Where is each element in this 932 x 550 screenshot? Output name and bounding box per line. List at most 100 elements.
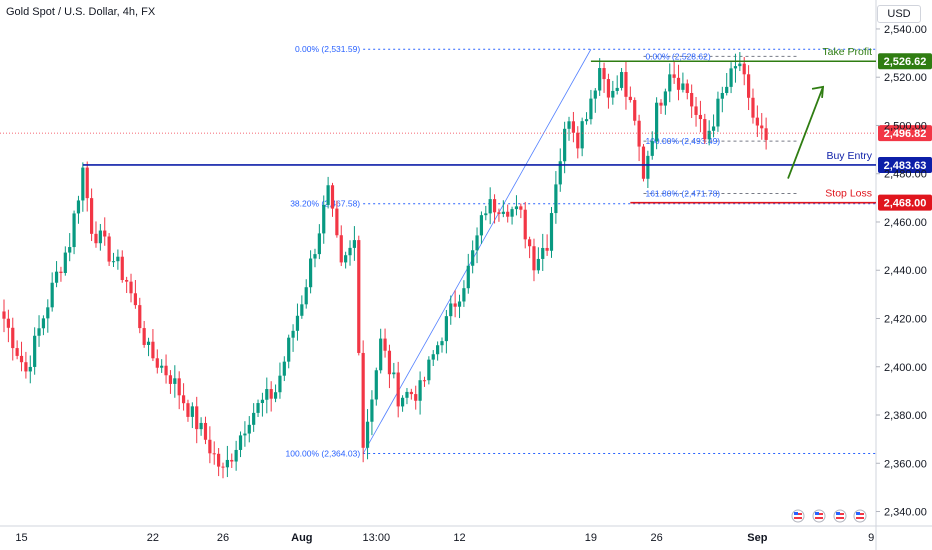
time-tick-label: 22 <box>147 532 159 544</box>
candle-body <box>59 271 63 273</box>
entry-price-badge <box>878 156 932 173</box>
candle-body <box>138 305 142 329</box>
candle-body <box>523 209 527 240</box>
candle-body <box>142 328 146 345</box>
price-tick-label: 2,380.00 <box>884 410 927 422</box>
candle-body <box>576 132 580 149</box>
candle-body <box>15 348 19 356</box>
candle-body <box>462 288 466 302</box>
candle-body <box>173 378 177 384</box>
candle-body <box>422 380 427 382</box>
candle-body <box>549 213 554 251</box>
candle-body <box>471 250 475 266</box>
candlesticks <box>2 52 768 479</box>
candle-body <box>414 394 418 401</box>
candle-body <box>528 239 532 247</box>
time-tick-label: 26 <box>650 532 662 544</box>
candle-body <box>716 98 720 127</box>
candle-body <box>725 86 729 93</box>
target-arrow-shaft <box>787 86 824 179</box>
candle-body <box>681 83 685 90</box>
candle-body <box>619 72 624 88</box>
currency-button[interactable]: USD <box>877 5 921 23</box>
candle-body <box>396 372 400 407</box>
candle-body <box>125 280 129 282</box>
candle-body <box>252 412 256 425</box>
candle-body <box>760 125 764 129</box>
candle-body <box>751 97 755 118</box>
candle-body <box>729 68 733 87</box>
tp-price-badge-label: 2,526.62 <box>884 56 927 68</box>
candle-body <box>225 459 229 468</box>
candle-body <box>63 252 67 273</box>
candle-body <box>755 117 759 126</box>
candle-body <box>431 354 435 360</box>
candle-body <box>234 449 238 462</box>
candle-body <box>738 63 742 67</box>
price-tick-label: 2,340.00 <box>884 507 927 519</box>
price-tick-label: 2,520.00 <box>884 72 927 84</box>
time-tick-label: 15 <box>15 532 27 544</box>
candle-body <box>611 90 615 98</box>
candle-body <box>668 74 672 92</box>
price-axis[interactable]: 2,340.00 2,360.00 2,380.00 2,400.00 2,420.00… <box>876 24 927 519</box>
candle-body <box>195 406 199 430</box>
candle-body <box>641 146 646 179</box>
candle-body <box>370 399 374 422</box>
fib-small-label: 161.80% (2,471.78) <box>645 189 720 199</box>
price-tick-label: 2,460.00 <box>884 217 927 229</box>
candle-body <box>85 167 89 199</box>
candle-body <box>655 102 659 142</box>
candle-body <box>672 74 676 78</box>
candle-body <box>339 235 343 263</box>
candle-body <box>720 92 724 99</box>
candle-body <box>580 121 584 149</box>
candle-body <box>168 375 173 384</box>
candle-body <box>72 213 76 248</box>
candle-body <box>326 185 330 205</box>
candle-body <box>291 330 295 338</box>
candle-body <box>256 403 260 413</box>
candle-body <box>703 119 707 140</box>
candle-body <box>747 74 751 98</box>
candle-body <box>532 246 536 271</box>
tp-price-badge <box>878 53 932 70</box>
trade-levels: Take Profit 2,526.62 Buy Entry 2,483.63 Stop… <box>0 46 932 211</box>
time-axis[interactable]: 15 22 26 Aug 13:00 12 19 26 Sep 9 <box>15 532 874 544</box>
candle-body <box>606 79 611 98</box>
candle-body <box>357 240 361 353</box>
candle-body <box>94 233 98 244</box>
candle-body <box>164 365 168 376</box>
candle-body <box>269 389 273 399</box>
candle-body <box>690 93 694 107</box>
candle-body <box>584 119 589 122</box>
candle-body <box>698 114 703 120</box>
candle-body <box>41 318 46 329</box>
target-arrow-head <box>811 85 825 98</box>
time-tick-label: 19 <box>585 532 597 544</box>
candle-body <box>646 155 650 179</box>
candle-body <box>344 255 348 263</box>
candle-body <box>475 235 479 251</box>
candle-body <box>217 453 221 467</box>
candle-body <box>764 128 768 140</box>
candle-body <box>418 380 422 401</box>
candle-body <box>54 271 59 283</box>
sl-price-badge <box>878 194 932 211</box>
candle-body <box>598 68 602 91</box>
candle-body <box>304 287 308 305</box>
candle-body <box>322 204 326 234</box>
annotations <box>787 85 867 523</box>
candle-body <box>151 341 155 359</box>
candle-body <box>111 261 116 263</box>
chart-title: Gold Spot / U.S. Dollar, 4h, FX <box>6 6 156 18</box>
price-tick-label: 2,440.00 <box>884 265 927 277</box>
candle-body <box>514 206 519 210</box>
candle-body <box>282 361 286 376</box>
fib-small-label: 100.00% (2,493.49) <box>645 136 720 146</box>
candle-body <box>273 392 278 399</box>
candle-body <box>659 102 663 106</box>
candle-body <box>624 72 628 97</box>
